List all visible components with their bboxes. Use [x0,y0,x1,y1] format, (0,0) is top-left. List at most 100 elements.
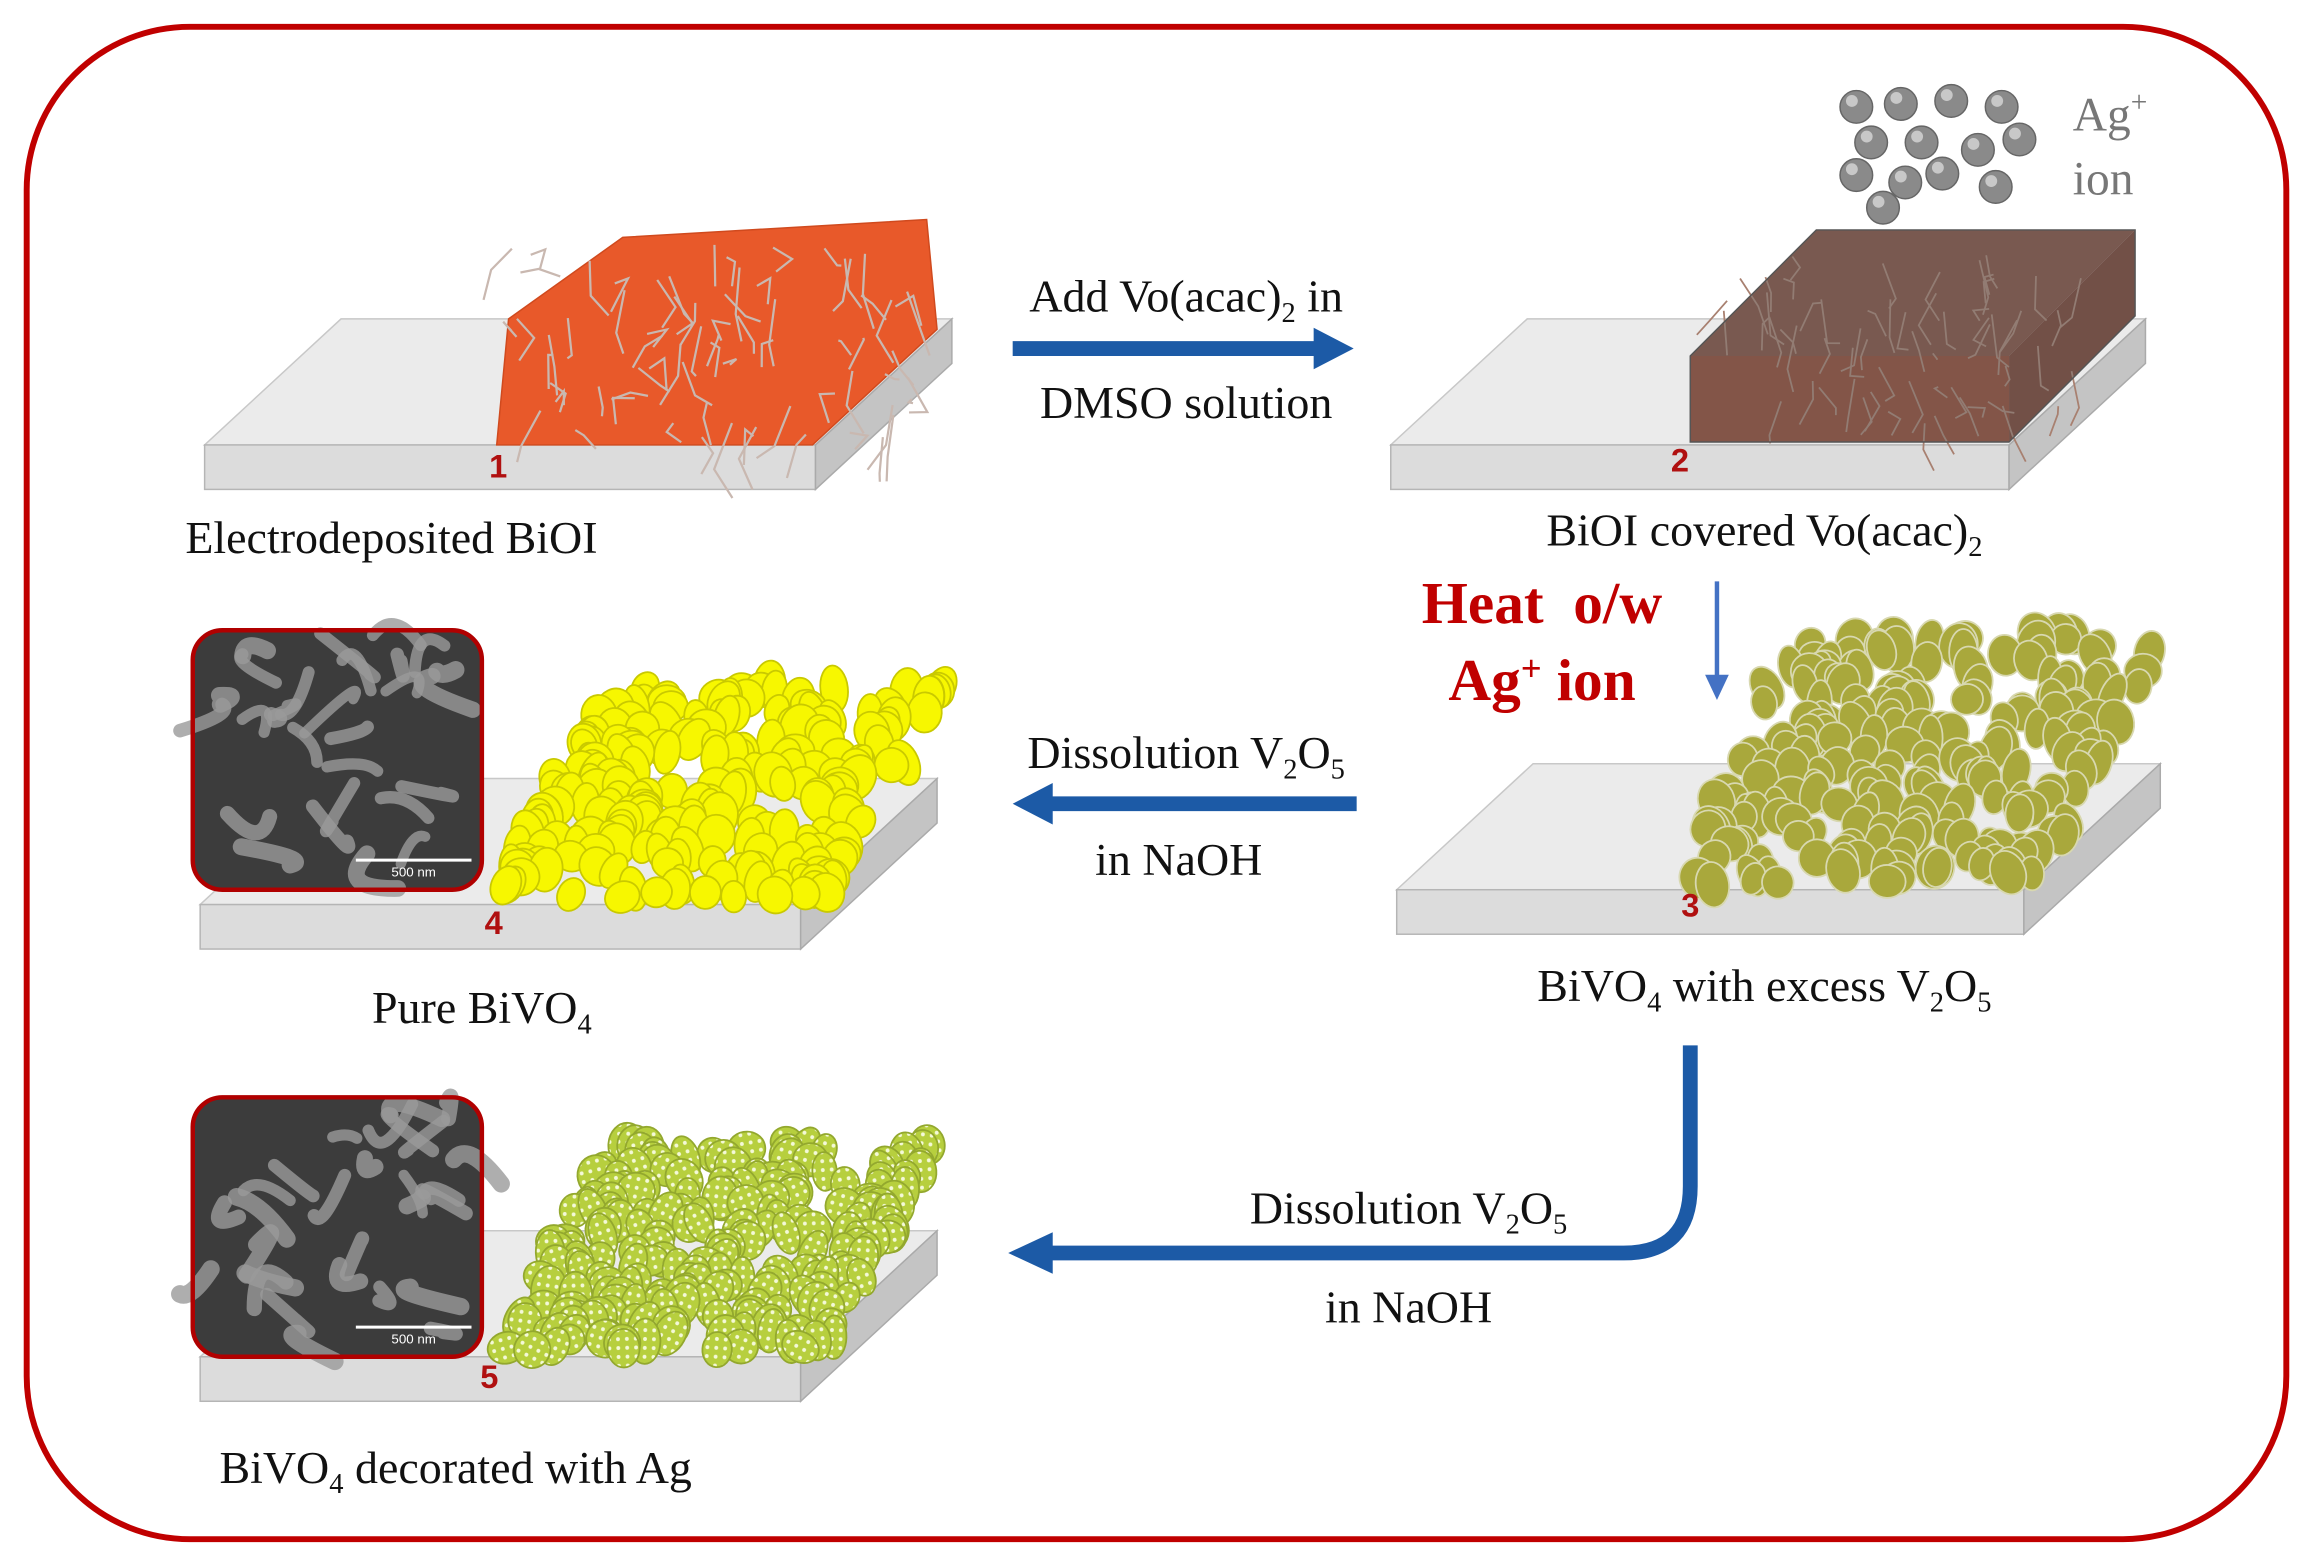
covered-flake [2059,277,2082,329]
sem-strand [362,1098,419,1149]
bioi-flake [849,431,870,451]
slab-side [814,317,953,492]
pure-rod [640,876,673,909]
step-caption-part: BiOI covered Vo(acac) [1546,505,1968,556]
sem-strand [395,780,460,803]
bioi-flake [713,244,717,287]
bioi-flake [722,357,738,366]
covered-flake [1768,316,1783,368]
covered-flake [1922,423,1935,472]
bioi-flake [755,405,792,460]
ag-rod [513,1330,552,1369]
ion-particle [2002,122,2037,157]
covered-flake [1798,380,1815,425]
scale-bar-label: 500 nm [391,864,435,879]
pure-rod [769,765,797,802]
covered-flake [1840,328,1862,373]
covered-flake [1999,310,2023,353]
step-caption-part: 2 [1968,532,1982,563]
step-number: 4 [485,904,503,941]
step-caption: BiOI covered Vo(acac)2 [1546,505,1982,563]
ion-highlight [1845,163,1858,176]
sem-strand [232,838,304,874]
bioi-flake [705,334,720,367]
step-number: 1 [489,448,507,485]
covered-flake [1972,317,1990,348]
covered-flake [2036,345,2050,392]
sem-strand [236,704,273,738]
bioi-flake [648,356,668,391]
arrow-label-part: Dissolution V [1027,727,1283,778]
covered-flake [1997,319,2018,375]
sem-strand [328,1257,369,1293]
covered-flake [2001,405,2027,463]
bioi-flake [736,315,756,354]
step-caption-part: 5 [1977,987,1991,1018]
ion-particle [1978,169,2013,204]
covered-film-side [2009,229,2136,442]
sem-strand [321,758,384,777]
sem-strand [234,637,276,665]
bioi-flake [554,387,565,406]
bivo4-rod [1868,864,1907,899]
step-caption-part: with excess V [1661,960,1929,1011]
covered-flake [1799,301,1823,332]
bivo4-rod [1761,865,1795,900]
heat-label-part: Ag [1448,647,1521,713]
ag-rod [606,1328,641,1369]
bioi-flake [756,276,772,305]
arrow-head [1313,327,1354,370]
step-caption-part: 2 [1930,987,1944,1018]
arrow-label-part: 5 [1331,755,1345,786]
ion-particle [1925,156,1960,191]
bioi-flake [659,343,682,406]
ag-rod [771,1211,801,1255]
arrow-label: Dissolution V2O5 [1027,727,1344,785]
sem-strand [305,799,356,854]
step-caption-part: BiVO [1537,960,1647,1011]
bioi-flake [516,410,542,463]
step-caption-part: 4 [578,1010,592,1041]
bioi-flake [768,299,777,367]
pure-rod [604,880,641,914]
pure-rod [489,865,523,906]
ion-particle [1839,158,1874,193]
sem-strand [428,661,465,683]
arrow-label: in NaOH [1095,834,1262,885]
bioi-flake [785,433,807,479]
bioi-flake [906,398,914,405]
covered-flake [2069,370,2080,427]
sem-strand [319,777,361,838]
step-caption-part: decorated with Ag [343,1442,691,1493]
covered-flake [1924,271,1941,322]
ion-particle [1854,125,1889,160]
sem-strand [299,685,362,739]
covered-flake [2004,365,2011,387]
sem-strand [356,1150,384,1179]
covered-flake [1820,299,1841,345]
sem-strand [227,1187,296,1248]
covered-flake [1845,378,1856,433]
sem-strand [390,647,410,683]
ion-highlight [1860,130,1873,143]
slab-side [2023,762,2162,936]
bioi-flake [838,339,853,356]
ion-particle [1865,190,1901,225]
bivo4-rod [1989,850,2028,896]
arrow-label-part: in NaOH [1095,834,1262,885]
arrow-label-part: 5 [1553,1210,1567,1241]
frame [23,23,2290,1543]
arrow-label: Add Vo(acac)2 in [1029,270,1343,328]
covered-flake [1896,312,1909,351]
covered-flake [1942,311,1957,351]
heat-label: Heat o/w [1422,570,1663,636]
covered-flake [1764,276,1772,313]
arrow-label-part: 2 [1506,1210,1520,1241]
covered-flake [1739,278,1769,335]
step-caption-part: 4 [329,1469,343,1500]
sem-strand [287,721,323,768]
step-caption-part: BiVO [219,1442,329,1493]
bioi-flake [700,436,715,475]
slab-side [2008,317,2147,492]
arrow-head [1705,674,1729,700]
